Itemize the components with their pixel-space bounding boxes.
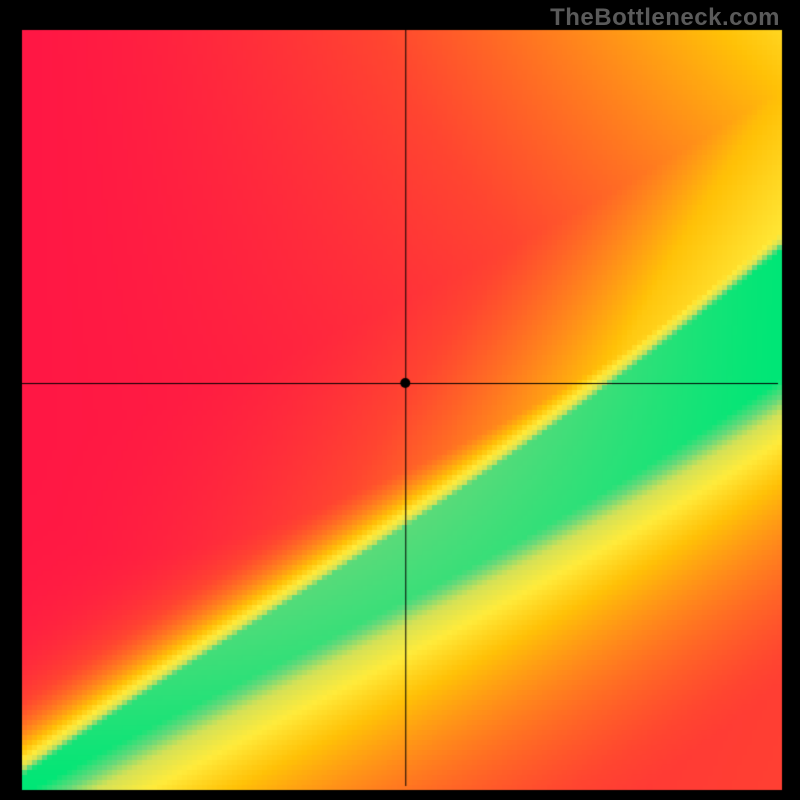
heatmap-chart [0,0,800,800]
watermark-text: TheBottleneck.com [550,4,780,32]
